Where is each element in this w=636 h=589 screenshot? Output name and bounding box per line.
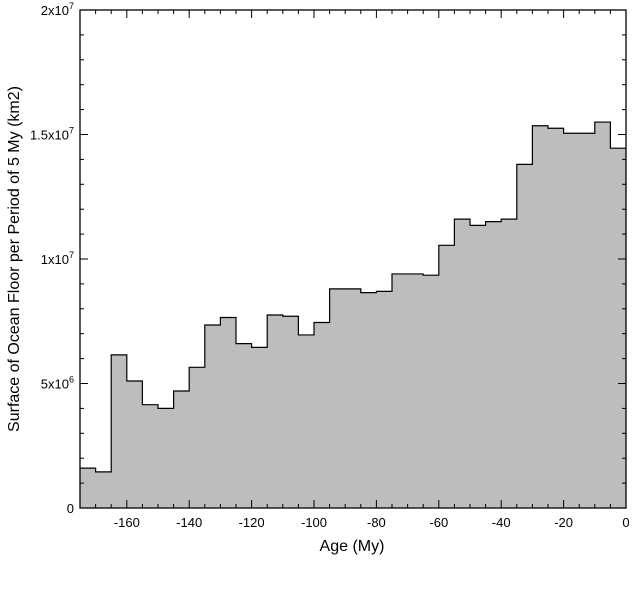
- histogram-bar: [532, 125, 549, 508]
- histogram-bar: [329, 288, 346, 508]
- histogram-bar: [111, 354, 128, 508]
- histogram-bar: [80, 468, 96, 508]
- histogram-bar: [610, 148, 627, 508]
- histogram-bar: [314, 322, 330, 508]
- histogram-bar: [282, 316, 299, 508]
- x-tick-label: -160: [114, 515, 140, 530]
- histogram-bar: [236, 343, 252, 508]
- axes: -160 -140 -120 -100 -80 -60 -40 -20 0 0 5x106 1x107…: [30, 1, 630, 530]
- histogram-bar: [470, 225, 486, 508]
- x-tick-label: -80: [367, 515, 386, 530]
- y-axis-title: Surface of Ocean Floor per Period of 5 M…: [6, 86, 23, 432]
- x-tick-label: -100: [301, 515, 327, 530]
- y-tick-label: 2x107: [41, 1, 74, 18]
- histogram-bar: [220, 317, 237, 508]
- histogram-bar: [485, 221, 502, 508]
- histogram-bar: [267, 315, 284, 508]
- histogram-bar: [173, 390, 190, 508]
- histogram-bar: [158, 408, 174, 508]
- histogram-bar: [142, 404, 159, 508]
- histogram-bar: [438, 245, 455, 508]
- x-tick-label: -120: [239, 515, 265, 530]
- plot-area: [80, 121, 627, 509]
- histogram-bar: [516, 164, 533, 508]
- histogram-bar: [376, 291, 393, 508]
- x-tick-label: -40: [492, 515, 511, 530]
- histogram-bar: [454, 219, 471, 508]
- histogram-bar: [548, 128, 564, 508]
- x-axis-title: Age (My): [320, 538, 385, 555]
- y-tick-label: 0: [67, 501, 74, 516]
- histogram-bar: [360, 292, 377, 508]
- y-tick-label: 1x107: [41, 250, 74, 267]
- x-tick-label: -20: [554, 515, 573, 530]
- histogram-bar: [251, 347, 268, 508]
- histogram-bar: [501, 219, 518, 508]
- x-tick-label: -140: [176, 515, 202, 530]
- histogram-bar: [95, 471, 112, 508]
- y-tick-label: 1.5x107: [30, 126, 74, 143]
- histogram-bar: [594, 122, 611, 509]
- histogram-outline: [80, 121, 626, 473]
- histogram-bar: [579, 133, 596, 508]
- histogram-bar: [392, 273, 408, 508]
- histogram-bar: [563, 133, 580, 508]
- histogram-bar: [407, 273, 424, 508]
- histogram-bar: [126, 381, 143, 508]
- x-tick-label: -60: [429, 515, 448, 530]
- y-tick-label: 5x106: [41, 375, 74, 392]
- histogram-bar: [298, 334, 315, 508]
- histogram-bar: [423, 275, 440, 508]
- histogram-bar: [204, 324, 221, 508]
- histogram-bar: [345, 288, 362, 508]
- x-tick-label: 0: [622, 515, 629, 530]
- histogram-bar: [189, 367, 206, 508]
